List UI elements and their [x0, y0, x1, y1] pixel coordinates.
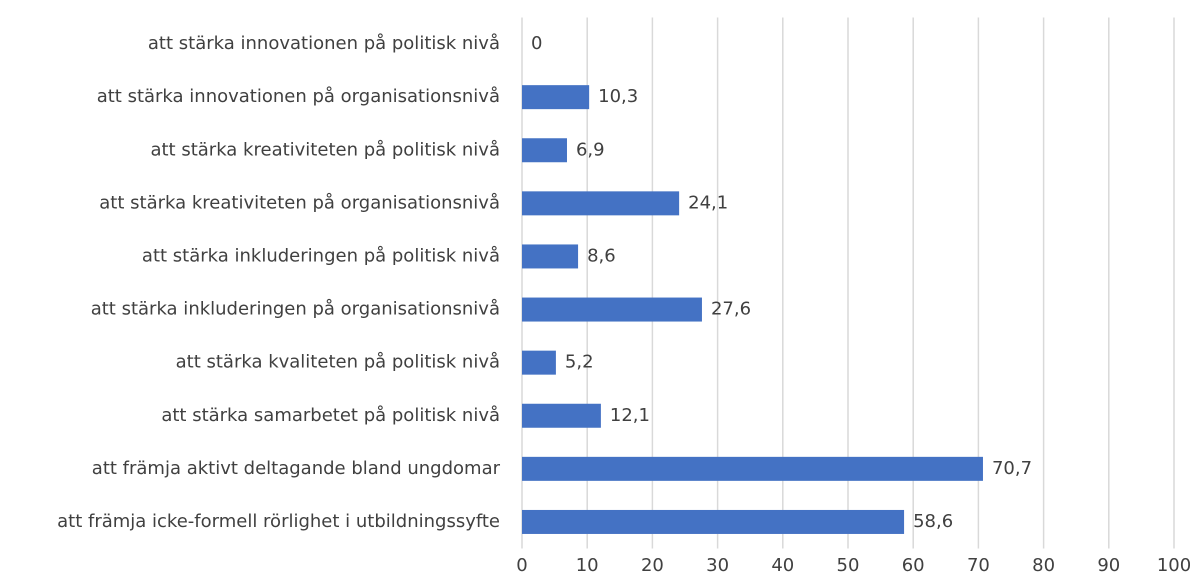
bar	[522, 403, 601, 428]
x-tick-label: 90	[1097, 555, 1120, 576]
data-label: 6,9	[576, 139, 605, 160]
y-tick-label: att främja aktivt deltagande bland ungdo…	[92, 458, 501, 479]
y-tick-label: att stärka inkluderingen på politisk niv…	[142, 245, 500, 266]
x-tick-label: 0	[516, 555, 527, 576]
y-tick-label: att stärka kreativiteten på politisk niv…	[150, 139, 500, 160]
bar	[522, 85, 590, 110]
bar	[522, 297, 702, 322]
x-tick-label: 50	[837, 555, 860, 576]
x-tick-label: 40	[771, 555, 794, 576]
bar	[522, 350, 556, 375]
x-tick-label: 20	[641, 555, 664, 576]
data-label: 0	[531, 33, 542, 54]
bar	[522, 244, 579, 269]
bar	[522, 509, 905, 534]
y-tick-label: att stärka samarbetet på politisk nivå	[161, 405, 500, 426]
data-label: 12,1	[610, 405, 650, 426]
data-label: 8,6	[587, 245, 616, 266]
x-tick-label: 10	[576, 555, 599, 576]
x-tick-label: 60	[902, 555, 925, 576]
bar	[522, 138, 567, 163]
x-tick-label: 80	[1032, 555, 1055, 576]
data-label: 5,2	[565, 352, 594, 373]
data-label: 10,3	[598, 86, 638, 107]
data-label: 24,1	[688, 192, 728, 213]
y-tick-label: att stärka innovationen på organisations…	[97, 86, 500, 107]
y-tick-label: att stärka inkluderingen på organisation…	[91, 299, 500, 320]
data-label: 58,6	[913, 511, 953, 532]
data-label: 70,7	[992, 458, 1032, 479]
x-tick-label: 70	[967, 555, 990, 576]
y-tick-label: att främja icke-formell rörlighet i utbi…	[57, 511, 500, 532]
y-tick-label: att stärka kvaliteten på politisk nivå	[176, 352, 500, 373]
x-tick-label: 100	[1157, 555, 1191, 576]
y-tick-label: att stärka kreativiteten på organisation…	[99, 192, 500, 213]
x-tick-label: 30	[706, 555, 729, 576]
y-tick-label: att stärka innovationen på politisk nivå	[148, 33, 500, 54]
bar	[522, 191, 680, 216]
data-label: 27,6	[711, 299, 751, 320]
bar	[522, 456, 983, 481]
